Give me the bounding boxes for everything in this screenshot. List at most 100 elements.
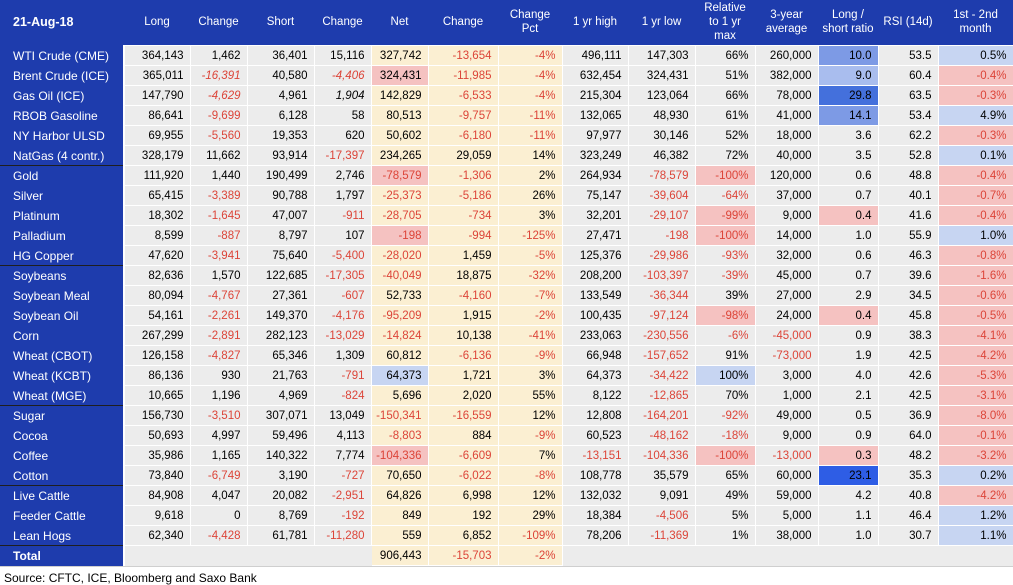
- table-row: Soybean Oil 54,161 -2,261 149,370 -4,176 -95,…: [0, 305, 1013, 327]
- table-cell: -40,049: [370, 265, 429, 287]
- table-row: NatGas (4 contr.) 328,179 11,662 93,914 -17,…: [0, 145, 1013, 167]
- table-cell: -4,767: [189, 285, 248, 307]
- table-cell: 64,373: [561, 365, 629, 387]
- table-cell: 50,693: [123, 425, 191, 447]
- table-cell: -9%: [497, 425, 563, 447]
- table-cell: 0.3: [817, 445, 879, 467]
- table-cell: 91%: [694, 345, 756, 367]
- table-cell: -0.7%: [937, 185, 1013, 207]
- table-cell: 2%: [497, 165, 563, 187]
- table-cell: 1.2%: [937, 505, 1013, 527]
- table-cell: 54,161: [123, 305, 191, 327]
- table-cell: 45.8: [877, 305, 939, 327]
- column-header: Change Pct: [498, 0, 562, 46]
- table-cell: 132,032: [561, 485, 629, 507]
- table-cell: 108,778: [561, 465, 629, 487]
- table-cell: [877, 545, 939, 567]
- row-label: Gold: [0, 165, 125, 186]
- table-cell: -4,827: [189, 345, 248, 367]
- table-cell: 64.0: [877, 425, 939, 447]
- table-cell: -5%: [497, 245, 563, 267]
- table-cell: 60.4: [877, 65, 939, 87]
- table-cell: -2%: [497, 545, 563, 567]
- table-cell: 4,047: [189, 485, 248, 507]
- table-cell: 46,382: [627, 145, 696, 167]
- table-cell: -8%: [497, 465, 563, 487]
- table-cell: 62,340: [123, 525, 191, 547]
- table-cell: 14.1: [817, 105, 879, 127]
- table-cell: 36,401: [246, 45, 315, 67]
- table-cell: 1,462: [189, 45, 248, 67]
- table-row: Feeder Cattle 9,618 0 8,769 -192 849 192 29% 18,…: [0, 505, 1013, 527]
- table-cell: 70,650: [370, 465, 429, 487]
- table-cell: -16,559: [427, 405, 499, 427]
- table-cell: 45,000: [754, 265, 819, 287]
- table-cell: 133,549: [561, 285, 629, 307]
- table-cell: -192: [313, 505, 372, 527]
- table-cell: 1,570: [189, 265, 248, 287]
- table-row: Soybean Meal 80,094 -4,767 27,361 -607 52,733…: [0, 285, 1013, 307]
- table-cell: 26%: [497, 185, 563, 207]
- table-cell: 49,000: [754, 405, 819, 427]
- table-row: HG Copper 47,620 -3,941 75,640 -5,400 -28,020…: [0, 245, 1013, 267]
- table-cell: 29%: [497, 505, 563, 527]
- table-cell: 0.4: [817, 205, 879, 227]
- table-cell: 0.4: [817, 305, 879, 327]
- table-cell: -25,373: [370, 185, 429, 207]
- table-cell: -11,369: [627, 525, 696, 547]
- row-label: Sugar: [0, 405, 125, 426]
- table-cell: 52,733: [370, 285, 429, 307]
- table-cell: 125,376: [561, 245, 629, 267]
- table-cell: -17,305: [313, 265, 372, 287]
- table-cell: 0.7: [817, 185, 879, 207]
- table-cell: 1,721: [427, 365, 499, 387]
- table-cell: -6,533: [427, 85, 499, 107]
- table-cell: 30,146: [627, 125, 696, 147]
- table-cell: 47,620: [123, 245, 191, 267]
- table-cell: -911: [313, 205, 372, 227]
- table-cell: -28,705: [370, 205, 429, 227]
- table-cell: -6,749: [189, 465, 248, 487]
- table-cell: 364,143: [123, 45, 191, 67]
- table-cell: -92%: [694, 405, 756, 427]
- table-cell: 140,322: [246, 445, 315, 467]
- table-cell: 75,640: [246, 245, 315, 267]
- table-cell: 126,158: [123, 345, 191, 367]
- table-body: WTI Crude (CME) 364,143 1,462 36,401 15,116 3…: [0, 45, 1013, 567]
- table-cell: -100%: [694, 225, 756, 247]
- table-cell: 234,265: [370, 145, 429, 167]
- table-cell: 215,304: [561, 85, 629, 107]
- table-cell: 55%: [497, 385, 563, 407]
- table-cell: 90,788: [246, 185, 315, 207]
- table-cell: 61%: [694, 105, 756, 127]
- table-cell: 1,196: [189, 385, 248, 407]
- table-cell: [313, 545, 372, 567]
- table-cell: 496,111: [561, 45, 629, 67]
- table-cell: 80,513: [370, 105, 429, 127]
- table-cell: 0.6: [817, 245, 879, 267]
- table-cell: -994: [427, 225, 499, 247]
- table-cell: 60,523: [561, 425, 629, 447]
- table-cell: 19,353: [246, 125, 315, 147]
- table-cell: 1.0: [817, 525, 879, 547]
- table-cell: 29.8: [817, 85, 879, 107]
- row-label: Total: [0, 545, 125, 566]
- table-cell: -0.8%: [937, 245, 1013, 267]
- table-cell: 52%: [694, 125, 756, 147]
- table-cell: 1,459: [427, 245, 499, 267]
- table-cell: -198: [370, 225, 429, 247]
- table-cell: 208,200: [561, 265, 629, 287]
- table-cell: -1.6%: [937, 265, 1013, 287]
- table-cell: 0.6: [817, 165, 879, 187]
- row-label: HG Copper: [0, 245, 125, 266]
- table-cell: -104,336: [370, 445, 429, 467]
- table-cell: 53.5: [877, 45, 939, 67]
- table-cell: 32,201: [561, 205, 629, 227]
- table-cell: 233,063: [561, 325, 629, 347]
- table-cell: -13,654: [427, 45, 499, 67]
- table-cell: 2.9: [817, 285, 879, 307]
- table-cell: 264,934: [561, 165, 629, 187]
- table-cell: 46.3: [877, 245, 939, 267]
- table-cell: 63.5: [877, 85, 939, 107]
- table-cell: 23.1: [817, 465, 879, 487]
